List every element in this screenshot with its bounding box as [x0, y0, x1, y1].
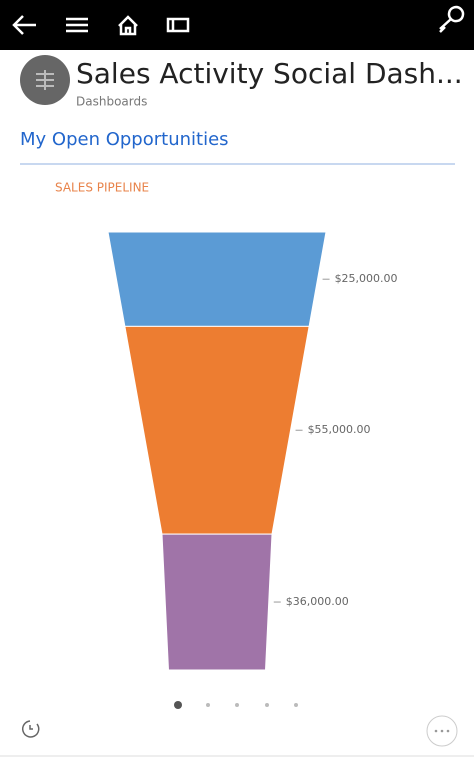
more-button[interactable] [426, 715, 458, 747]
funnel-segment [161, 533, 273, 671]
avatar-icon [36, 70, 54, 90]
pager [174, 701, 298, 709]
home-button[interactable] [118, 15, 138, 36]
more-dots [434, 729, 450, 733]
value-label: $25,000.00 [335, 272, 398, 285]
nav-icons [12, 5, 465, 36]
section-title: My Open Opportunities [20, 129, 229, 150]
page-dot[interactable] [174, 701, 182, 709]
page-dot[interactable] [206, 703, 210, 707]
page-dot[interactable] [265, 703, 269, 707]
page-title: Sales Activity Social Dash... [76, 57, 463, 90]
page-dot[interactable] [235, 703, 239, 707]
funnel-segment [107, 231, 327, 327]
breadcrumb[interactable]: Dashboards [76, 95, 147, 109]
value-label: $55,000.00 [308, 423, 371, 436]
back-button[interactable] [12, 15, 36, 35]
view-button[interactable] [166, 17, 190, 33]
search-button[interactable] [439, 5, 465, 33]
refresh-button[interactable] [21, 720, 40, 738]
menu-button[interactable] [66, 17, 88, 33]
page-dot[interactable] [294, 703, 298, 707]
chart-title: SALES PIPELINE [55, 181, 149, 195]
funnel-segment [124, 325, 310, 535]
value-label: $36,000.00 [286, 595, 349, 608]
